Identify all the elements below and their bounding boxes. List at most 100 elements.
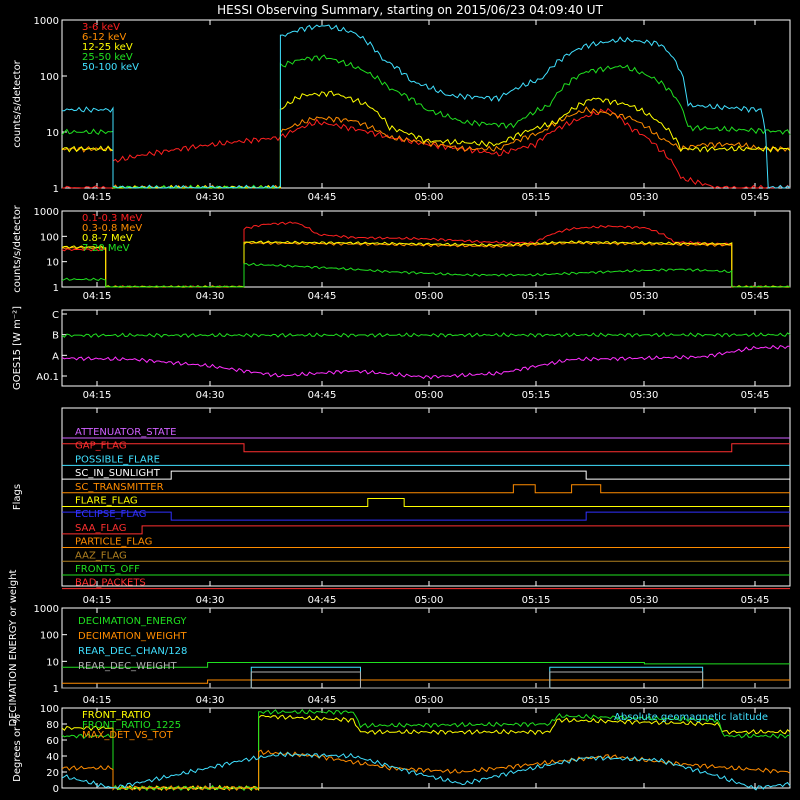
legend-entry: 25-50 keV xyxy=(82,52,133,63)
legend-entry: 7-20 MeV xyxy=(82,243,130,254)
flag-line xyxy=(62,497,790,507)
y-tick-label: C xyxy=(52,310,59,321)
legend-entry: 6-12 keV xyxy=(82,32,126,43)
flag-label: PARTICLE_FLAG xyxy=(75,537,152,548)
legend-entry: 0.3-0.8 MeV xyxy=(82,223,142,234)
series-line xyxy=(61,221,791,288)
x-tick-label: 04:30 xyxy=(196,595,225,606)
x-tick-label: 04:30 xyxy=(196,291,225,302)
y-tick-label: 10 xyxy=(46,258,59,269)
legend-entry: DECIMATION_ENERGY xyxy=(78,616,187,627)
y-tick-label: 0 xyxy=(53,784,59,795)
legend-entry: 12-25 keV xyxy=(82,42,133,53)
panel-5: 04:15 04:30 04:45 05:00 05:15 05:30 05:45 DECIM… xyxy=(8,569,791,726)
y-axis-label: counts/s/detector xyxy=(12,59,23,147)
x-tick-label: 04:45 xyxy=(308,595,337,606)
flag-label: FRONTS_OFF xyxy=(75,564,140,575)
panel-4: 04:15 04:30 04:45 05:00 05:15 05:30 05:45 Flags… xyxy=(12,407,791,606)
panel-frame xyxy=(61,707,791,789)
x-tick-label: 05:30 xyxy=(630,390,659,401)
x-tick-label: 05:30 xyxy=(630,595,659,606)
panel-frame xyxy=(61,407,791,587)
panel-frame xyxy=(61,210,791,288)
legend-entry: REAR_DEC_CHAN/128 xyxy=(78,646,187,657)
x-tick-label: 05:15 xyxy=(522,291,551,302)
x-tick-label: 04:45 xyxy=(308,192,337,203)
series-line xyxy=(61,344,790,380)
flag-line xyxy=(62,443,790,453)
legend-entry: FRONT_RATIO xyxy=(82,710,151,721)
y-axis-label: GOES15 [W m⁻²] xyxy=(12,306,23,390)
flag-line xyxy=(62,525,790,535)
x-tick-label: 04:30 xyxy=(196,695,225,706)
y-tick-label: 1000 xyxy=(34,604,59,615)
series-line xyxy=(62,24,791,189)
flag-label: ATTENUATOR_STATE xyxy=(75,427,176,438)
series-line xyxy=(61,54,791,189)
y-tick-label: 60 xyxy=(46,736,59,747)
panel-frame xyxy=(61,309,791,387)
y-tick-label: A0.1 xyxy=(36,372,59,383)
x-tick-label: 04:45 xyxy=(308,291,337,302)
x-tick-label: 04:45 xyxy=(308,695,337,706)
x-tick-label: 05:00 xyxy=(415,291,444,302)
legend-entry: 3-6 keV xyxy=(82,22,120,33)
x-tick-label: 04:30 xyxy=(196,390,225,401)
x-tick-label: 04:15 xyxy=(83,695,112,706)
x-tick-label: 04:30 xyxy=(196,192,225,203)
flag-label: BAD_PACKETS xyxy=(75,578,146,589)
y-tick-label: A xyxy=(52,351,59,362)
x-tick-label: 05:15 xyxy=(522,192,551,203)
legend-entry: MAX_DET_VS_TOT xyxy=(82,730,174,741)
y-tick-label: 10 xyxy=(46,128,59,139)
series-line xyxy=(61,262,791,288)
legend-entry: FRONT_RATIO_1225 xyxy=(82,720,181,731)
y-tick-label: 100 xyxy=(40,72,59,83)
y-tick-label: 10 xyxy=(46,657,59,668)
y-tick-label: 80 xyxy=(46,720,59,731)
x-tick-label: 04:15 xyxy=(83,291,112,302)
x-tick-label: 05:30 xyxy=(630,695,659,706)
annotation-label: Absolute geomagnetic latitude xyxy=(614,712,768,723)
x-tick-label: 05:00 xyxy=(415,695,444,706)
x-tick-label: 05:30 xyxy=(630,192,659,203)
y-tick-label: 100 xyxy=(40,631,59,642)
series-line xyxy=(61,749,791,792)
y-tick-label: 40 xyxy=(46,752,59,763)
y-tick-label: 100 xyxy=(40,232,59,243)
series-line xyxy=(61,241,790,288)
series-line xyxy=(61,751,791,791)
flag-label: SC_IN_SUNLIGHT xyxy=(75,468,161,479)
panel-frame xyxy=(61,19,791,189)
y-tick-label: B xyxy=(52,331,59,342)
x-tick-label: 05:00 xyxy=(415,595,444,606)
series-line xyxy=(62,107,791,189)
x-tick-label: 05:00 xyxy=(415,390,444,401)
series-line xyxy=(61,106,791,190)
x-tick-label: 05:45 xyxy=(741,192,770,203)
x-tick-label: 05:00 xyxy=(415,192,444,203)
y-tick-label: 1 xyxy=(53,283,59,294)
x-tick-label: 05:45 xyxy=(741,695,770,706)
x-tick-label: 05:15 xyxy=(522,390,551,401)
legend-entry: REAR_DEC_WEIGHT xyxy=(78,661,177,672)
y-axis-label: Flags xyxy=(12,484,23,510)
y-axis-label: Degrees or % xyxy=(12,714,23,782)
legend-entry: 0.8-7 MeV xyxy=(82,233,133,244)
y-axis-label: counts/s/detector xyxy=(12,204,23,292)
flag-line xyxy=(62,511,790,521)
panel-2: 04:15 04:30 04:45 05:00 05:15 05:30 05:45 count… xyxy=(12,204,791,302)
x-tick-label: 05:15 xyxy=(522,695,551,706)
legend-entry: 0.1-0.3 MeV xyxy=(82,213,142,224)
flag-label: ECLIPSE_FLAG xyxy=(75,509,146,520)
series-line xyxy=(62,671,790,689)
flag-label: FLARE_FLAG xyxy=(75,495,138,506)
panel-3: 04:15 04:30 04:45 05:00 05:15 05:30 05:45 GOES1… xyxy=(12,306,791,401)
legend-entry: 50-100 keV xyxy=(82,62,139,73)
x-tick-label: 04:15 xyxy=(83,390,112,401)
series-line xyxy=(61,332,791,339)
y-tick-label: 1 xyxy=(53,184,59,195)
x-tick-label: 04:15 xyxy=(83,192,112,203)
